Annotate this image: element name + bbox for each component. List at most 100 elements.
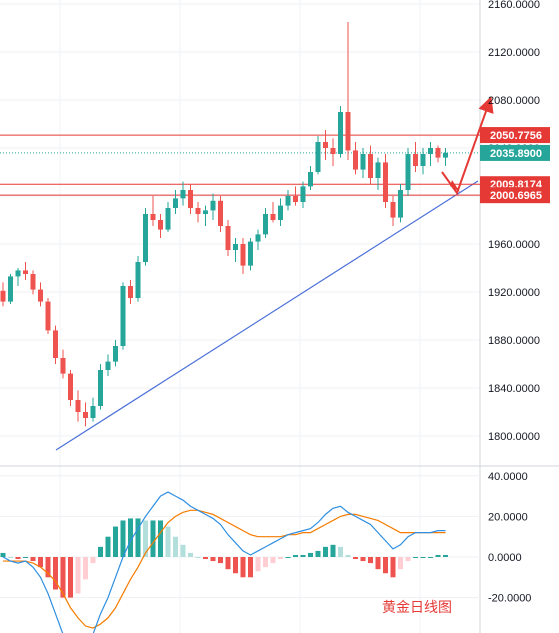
macd-histogram-bar (195, 557, 201, 558)
candle[interactable] (165, 202, 171, 232)
candle[interactable] (113, 340, 118, 367)
candle[interactable] (315, 136, 321, 175)
candle[interactable] (248, 238, 253, 271)
candle[interactable] (240, 238, 246, 274)
candle[interactable] (225, 220, 231, 256)
candle[interactable] (8, 274, 13, 304)
candle[interactable] (210, 193, 216, 220)
macd-histogram-bar (210, 557, 216, 562)
candle[interactable] (420, 148, 426, 175)
macd-histogram-bar (165, 526, 171, 557)
candle[interactable] (398, 184, 403, 223)
candle[interactable] (413, 142, 418, 172)
candle[interactable] (75, 390, 81, 422)
macd-histogram-bar (270, 557, 276, 564)
macd-histogram-bar (375, 557, 381, 570)
price-axis[interactable]: 2160.00002120.00002080.00002040.00002000… (488, 0, 540, 443)
candle[interactable] (435, 145, 441, 163)
price-tick-label: 1960.0000 (488, 239, 540, 251)
macd-histogram-bar (330, 544, 336, 557)
candle[interactable] (143, 208, 148, 266)
candle[interactable] (128, 280, 133, 304)
candle[interactable] (23, 262, 28, 280)
candle[interactable] (218, 196, 223, 232)
macd-histogram-bar (353, 557, 358, 560)
candle[interactable] (68, 370, 73, 406)
level-label-bg (480, 187, 550, 204)
candle[interactable] (270, 202, 276, 223)
macd-histogram-bar (383, 557, 388, 574)
candle[interactable] (233, 238, 238, 262)
candle[interactable] (368, 145, 373, 184)
macd-histogram-bar (23, 557, 28, 558)
candle[interactable] (195, 202, 201, 223)
candle[interactable] (180, 181, 186, 206)
candle[interactable] (135, 256, 141, 302)
macd-histogram-bar (75, 557, 81, 594)
candle[interactable] (263, 208, 268, 238)
candle[interactable] (60, 349, 66, 379)
candle[interactable] (120, 282, 126, 350)
candle[interactable] (0, 282, 6, 307)
candle[interactable] (383, 154, 388, 208)
candle[interactable] (428, 142, 433, 166)
candle[interactable] (45, 298, 51, 334)
macd-histogram-bar (135, 518, 141, 557)
candle[interactable] (405, 148, 411, 196)
candle[interactable] (293, 186, 298, 206)
candle[interactable] (375, 157, 381, 190)
macd-histogram-bar (60, 557, 66, 598)
candle[interactable] (83, 402, 88, 427)
macd-histogram-bar (255, 557, 261, 572)
candle[interactable] (300, 181, 306, 208)
price-tick-label: 2120.0000 (488, 47, 540, 59)
candle[interactable] (158, 214, 163, 238)
macd-histogram-bar (420, 557, 426, 558)
trendline[interactable] (55, 180, 479, 451)
candle[interactable] (353, 142, 358, 175)
candle[interactable] (98, 364, 103, 410)
macd-histogram-bar (240, 557, 246, 578)
candle[interactable] (443, 148, 448, 166)
macd-histogram-bar (83, 557, 88, 580)
candle[interactable] (15, 268, 21, 286)
candle[interactable] (323, 130, 328, 160)
macd-histogram-bar (390, 557, 396, 578)
candle[interactable] (338, 106, 343, 158)
candle[interactable] (360, 148, 366, 178)
candle[interactable] (90, 397, 96, 422)
macd-histogram-bar (435, 554, 441, 557)
price-tick-label: 1880.0000 (488, 335, 540, 347)
level-label-bg (480, 127, 550, 144)
macd-histogram-bar (368, 557, 373, 564)
candle[interactable] (255, 229, 261, 250)
candle[interactable] (38, 282, 43, 307)
macd-histogram-bar (188, 552, 193, 557)
macd-pane[interactable]: 40.0000 20.0000 0.0000 -20.0000 (0, 471, 531, 633)
candle[interactable] (330, 138, 336, 166)
macd-histogram-bar (360, 557, 366, 562)
candle[interactable] (150, 196, 156, 226)
candle[interactable] (203, 205, 208, 226)
macd-histogram-bar (263, 557, 268, 568)
projection-path[interactable] (441, 96, 494, 196)
macd-histogram-bar (248, 557, 253, 578)
candle[interactable] (173, 190, 178, 214)
candle[interactable] (278, 198, 283, 226)
candle[interactable] (105, 354, 111, 376)
candle[interactable] (53, 325, 58, 364)
macd-histogram-bar (203, 557, 208, 560)
macd-histogram-bar (0, 552, 6, 557)
candle[interactable] (188, 184, 193, 214)
candle[interactable] (390, 196, 396, 226)
candle[interactable] (30, 270, 36, 295)
candle[interactable] (285, 190, 291, 211)
macd-histogram-bar (300, 554, 306, 557)
macd-histogram-bar (278, 557, 283, 560)
macd-histogram-bar (398, 557, 403, 570)
candle[interactable] (308, 166, 313, 190)
candle[interactable] (345, 22, 351, 160)
candles-layer[interactable] (0, 22, 449, 427)
